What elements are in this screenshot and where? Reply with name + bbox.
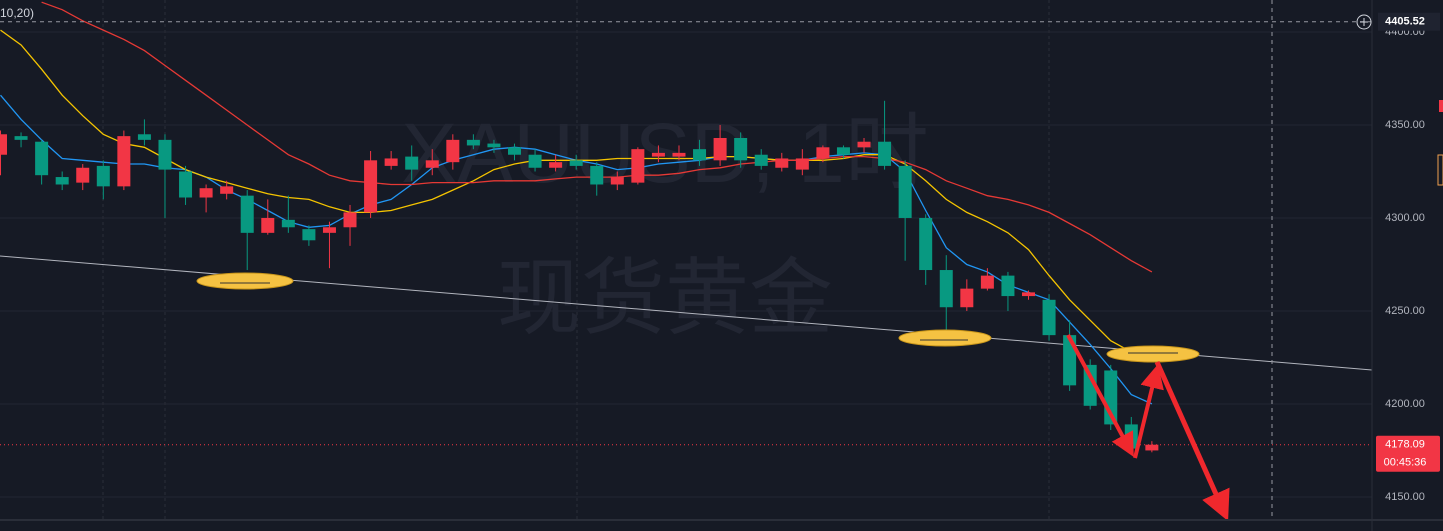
last-price-box <box>1376 435 1440 472</box>
candle-body <box>281 219 295 228</box>
candle-body <box>0 134 7 155</box>
y-tick-label: 4250.00 <box>1385 305 1425 317</box>
candle-body <box>816 147 830 159</box>
candle-body <box>1001 275 1015 297</box>
highlight-ellipse <box>898 329 992 347</box>
candle-body <box>590 165 604 185</box>
candle-body <box>898 165 912 218</box>
y-tick-label: 4200.00 <box>1385 398 1425 410</box>
candle-body <box>35 141 49 176</box>
candle-body <box>549 162 563 168</box>
arrow <box>1154 360 1230 520</box>
candle-body <box>425 160 439 168</box>
candle-body <box>76 167 90 183</box>
candle-body <box>795 158 809 170</box>
candle-body <box>137 134 151 140</box>
edge-marker <box>1437 154 1443 186</box>
candle-body <box>302 229 316 241</box>
candle-body <box>693 149 707 161</box>
candle-body <box>1083 364 1097 406</box>
candle-body <box>1145 444 1159 451</box>
candle-body <box>1042 299 1056 336</box>
candle-body <box>487 143 501 148</box>
candle-body <box>158 139 172 170</box>
candle-body <box>651 152 665 157</box>
candle-body <box>261 217 275 233</box>
edge-marker <box>1439 100 1443 112</box>
y-tick-label: 4300.00 <box>1385 212 1425 224</box>
highlight-ellipse <box>196 272 294 290</box>
grid <box>0 0 1372 520</box>
countdown-label: 00:45:36 <box>1384 457 1427 469</box>
candle-body <box>713 137 727 161</box>
indicator-legend: (10,20) <box>0 6 34 20</box>
candle-body <box>528 154 542 168</box>
candle-body <box>631 149 645 183</box>
candle-body <box>14 136 28 140</box>
candle-body <box>960 288 974 308</box>
arrow <box>1133 364 1164 459</box>
candle-body <box>878 141 892 166</box>
last-price-label: 4178.09 <box>1385 439 1425 451</box>
candle-body <box>775 158 789 168</box>
candle-body <box>96 165 110 187</box>
candle-body <box>364 160 378 213</box>
candle-body <box>199 188 213 198</box>
y-tick-label: 4150.00 <box>1385 491 1425 503</box>
plot: XAUUSD, 1时 现货黄金 (10,20) <box>0 0 1372 520</box>
candle-body <box>343 212 357 228</box>
candle-body <box>734 137 748 161</box>
candle-body <box>919 217 933 271</box>
crosshair-icon[interactable] <box>1356 14 1372 30</box>
candle-body <box>384 158 398 166</box>
candle-body <box>836 147 850 155</box>
candle-body <box>857 141 871 148</box>
watermark-name: 现货黄金 <box>497 251 833 345</box>
y-tick-label: 4350.00 <box>1385 119 1425 131</box>
annotations <box>196 272 1230 520</box>
candle-body <box>117 136 131 187</box>
candle-body <box>980 275 994 289</box>
price-axis: 4150.004200.004250.004300.004350.004400.… <box>1376 12 1440 503</box>
price-lines <box>0 21 1372 446</box>
candle-body <box>1022 292 1035 297</box>
candle-body <box>610 177 624 185</box>
candles <box>0 100 1159 455</box>
candle-body <box>754 154 768 166</box>
candle-body <box>55 177 69 185</box>
crosshair-button[interactable] <box>1356 14 1372 30</box>
candle-body <box>446 139 460 163</box>
candle-body <box>405 156 419 170</box>
crosshair-label-box <box>1378 12 1440 31</box>
candle-body <box>466 139 480 146</box>
crosshair-label: 4405.52 <box>1385 16 1425 28</box>
candle-body <box>322 227 336 233</box>
candle-body <box>672 152 686 157</box>
candle-body <box>179 171 193 198</box>
arrow <box>1066 334 1134 458</box>
candle-body <box>508 147 521 155</box>
highlight-ellipse <box>1106 345 1200 363</box>
candle-body <box>939 270 953 308</box>
candle-body <box>569 160 583 166</box>
candle-body <box>220 186 234 194</box>
candle-body <box>240 195 254 233</box>
